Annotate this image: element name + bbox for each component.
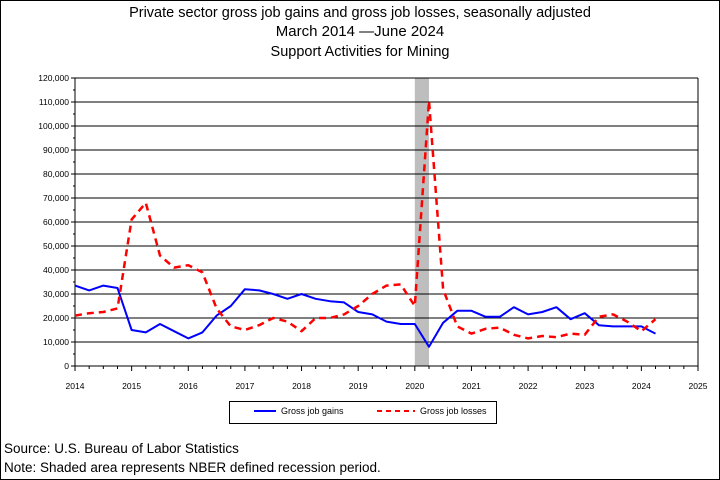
- y-tick-label: 10,000: [43, 337, 69, 347]
- x-tick-label: 2017: [235, 381, 254, 391]
- chart-date-range: March 2014 —June 2024: [275, 23, 445, 40]
- legend-swatch-losses: [377, 410, 415, 412]
- y-tick-label: 30,000: [43, 289, 69, 299]
- x-tick-label: 2018: [292, 381, 311, 391]
- y-tick-label: 120,000: [38, 73, 69, 83]
- legend-label-losses: Gross job losses: [420, 406, 487, 416]
- x-tick-label: 2021: [462, 381, 481, 391]
- y-tick-label: 100,000: [38, 121, 69, 131]
- x-tick-label: 2024: [632, 381, 651, 391]
- x-tick-label: 2014: [66, 381, 85, 391]
- x-tick-label: 2020: [405, 381, 424, 391]
- x-tick-label: 2023: [575, 381, 594, 391]
- y-tick-label: 0: [64, 361, 69, 371]
- y-tick-label: 90,000: [43, 145, 69, 155]
- legend-label-gains: Gross job gains: [281, 406, 344, 416]
- y-tick-label: 80,000: [43, 169, 69, 179]
- legend: Gross job gains Gross job losses: [229, 401, 497, 424]
- x-tick-label: 2015: [122, 381, 141, 391]
- recession-note: Note: Shaded area represents NBER define…: [4, 460, 381, 475]
- y-tick-label: 20,000: [43, 313, 69, 323]
- series-line-gross-job-gains: [74, 284, 656, 348]
- legend-swatch-gains: [254, 410, 276, 412]
- chart-title: Private sector gross job gains and gross…: [129, 5, 591, 21]
- x-tick-label: 2019: [349, 381, 368, 391]
- y-tick-label: 40,000: [43, 265, 69, 275]
- x-tick-label: 2025: [689, 381, 708, 391]
- series-line-gross-job-losses: [74, 99, 657, 340]
- chart-industry: Support Activities for Mining: [270, 44, 450, 60]
- x-tick-label: 2016: [179, 381, 198, 391]
- source-note: Source: U.S. Bureau of Labor Statistics: [4, 441, 239, 456]
- x-tick-label: 2022: [519, 381, 538, 391]
- y-tick-label: 50,000: [43, 241, 69, 251]
- y-tick-label: 70,000: [43, 193, 69, 203]
- y-tick-label: 60,000: [43, 217, 69, 227]
- y-tick-label: 110,000: [39, 97, 69, 107]
- line-chart: 0 10,000 20,000 30,000 40,000 50,000 60,000 70,…: [38, 73, 708, 391]
